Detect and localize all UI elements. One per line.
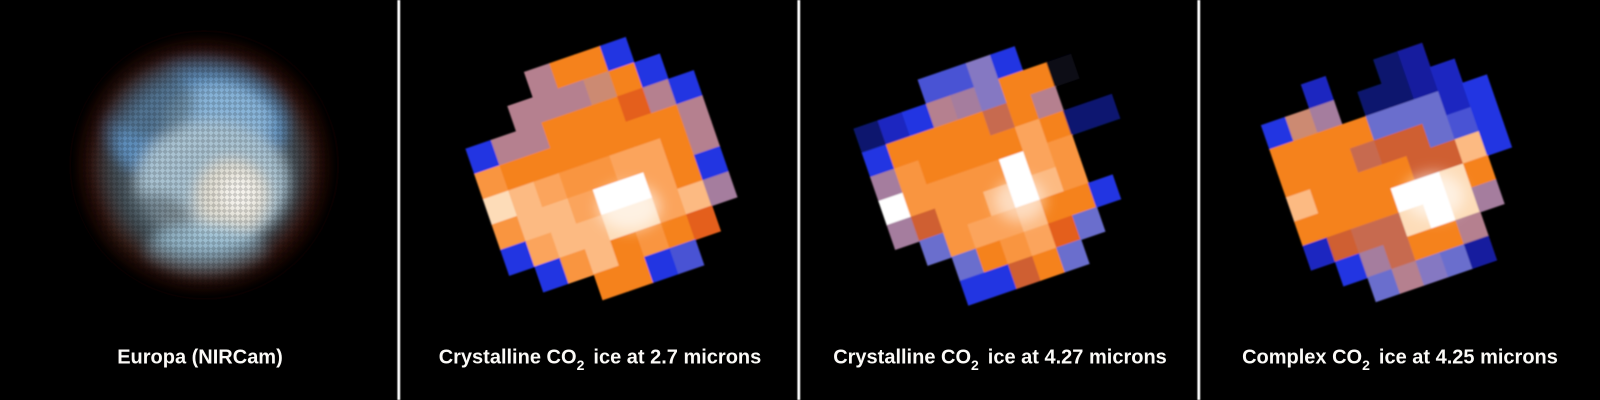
svg-text:ice at 4.25 microns: ice at 4.25 microns [1379, 347, 1558, 369]
svg-text:Crystalline CO: Crystalline CO [833, 347, 971, 369]
svg-text:2: 2 [577, 357, 585, 373]
svg-text:ice at 2.7 microns: ice at 2.7 microns [593, 347, 761, 369]
svg-text:2: 2 [1362, 357, 1370, 373]
svg-text:ice at 4.27 microns: ice at 4.27 microns [988, 347, 1167, 369]
svg-text:Crystalline CO: Crystalline CO [439, 347, 577, 369]
svg-text:Complex CO: Complex CO [1242, 347, 1362, 369]
svg-text:2: 2 [971, 357, 979, 373]
svg-text:Europa (NIRCam): Europa (NIRCam) [117, 347, 283, 369]
